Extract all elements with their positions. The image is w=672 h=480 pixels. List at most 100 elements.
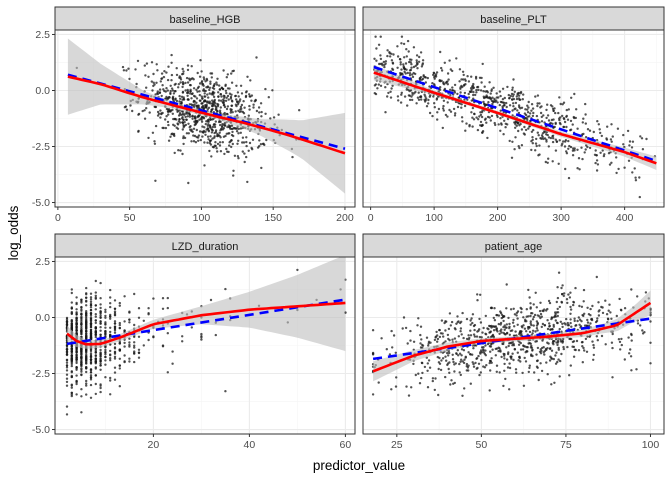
data-point	[80, 355, 83, 359]
data-point	[546, 373, 549, 376]
data-point	[177, 83, 180, 86]
data-point	[444, 340, 447, 343]
data-point	[561, 103, 564, 106]
data-point	[512, 78, 515, 81]
data-point	[514, 330, 517, 333]
data-point	[549, 121, 552, 125]
data-point	[574, 286, 577, 290]
data-point	[113, 342, 117, 346]
data-point	[438, 335, 442, 339]
data-point	[445, 359, 448, 362]
data-point	[476, 128, 480, 132]
data-point	[89, 352, 93, 355]
data-point	[384, 60, 388, 63]
data-point	[423, 93, 426, 96]
data-point	[403, 95, 407, 98]
data-point	[99, 316, 102, 320]
data-point	[375, 59, 378, 62]
data-point	[211, 125, 215, 129]
data-point	[397, 99, 400, 102]
data-point	[200, 70, 203, 73]
data-point	[209, 135, 212, 138]
data-point	[456, 105, 460, 109]
data-point	[506, 331, 509, 335]
data-point	[399, 58, 402, 61]
data-point	[85, 292, 88, 295]
data-point	[583, 349, 586, 352]
data-point	[469, 87, 473, 90]
data-point	[592, 353, 595, 357]
data-point	[535, 365, 539, 368]
data-point	[622, 143, 625, 146]
data-point	[123, 354, 126, 357]
data-point	[404, 62, 408, 65]
data-point	[521, 348, 525, 351]
data-point	[479, 351, 482, 354]
data-point	[183, 113, 186, 117]
data-point	[606, 125, 609, 128]
data-point	[581, 157, 584, 161]
data-point	[520, 106, 524, 110]
data-point	[171, 362, 174, 365]
data-point	[388, 353, 392, 356]
data-point	[219, 120, 222, 124]
data-point	[546, 114, 550, 117]
data-point	[213, 98, 216, 102]
data-point	[224, 134, 227, 138]
data-point	[218, 109, 222, 112]
x-tick-label: 200	[336, 212, 354, 224]
data-point	[417, 98, 421, 102]
data-point	[213, 136, 216, 139]
data-point	[580, 146, 583, 149]
data-point	[527, 100, 530, 104]
data-point	[109, 359, 112, 362]
data-point	[560, 352, 563, 356]
data-point	[80, 301, 83, 304]
data-point	[500, 122, 503, 125]
data-point	[80, 368, 83, 372]
data-point	[636, 322, 640, 325]
panel-border	[362, 256, 665, 435]
data-point	[260, 166, 263, 170]
data-point	[531, 348, 534, 351]
data-point	[237, 157, 240, 160]
data-point	[530, 109, 533, 112]
data-point	[561, 284, 564, 287]
data-point	[532, 315, 535, 319]
data-point	[531, 107, 535, 110]
data-point	[125, 69, 128, 72]
data-point	[118, 385, 122, 388]
data-point	[113, 310, 117, 313]
data-point	[463, 78, 467, 81]
data-point	[371, 393, 375, 396]
data-point	[609, 311, 612, 314]
data-point	[543, 349, 546, 353]
data-point	[554, 319, 557, 322]
data-point	[516, 109, 519, 112]
data-point	[472, 93, 475, 97]
data-point	[371, 329, 375, 332]
data-point	[99, 303, 102, 306]
data-point	[528, 296, 531, 299]
data-point	[545, 309, 548, 312]
data-point	[638, 195, 641, 199]
data-point	[470, 111, 473, 114]
data-point	[561, 292, 564, 296]
data-point	[200, 332, 203, 336]
data-point	[508, 325, 511, 328]
data-point	[579, 325, 583, 328]
data-point	[113, 314, 117, 317]
data-point	[219, 150, 223, 153]
data-point	[491, 335, 494, 338]
data-point	[187, 122, 190, 126]
data-point	[598, 309, 601, 312]
data-point	[222, 99, 226, 103]
data-point	[171, 89, 175, 92]
data-point	[195, 88, 198, 92]
data-point	[70, 362, 74, 366]
data-point	[216, 110, 219, 113]
data-point	[563, 292, 566, 295]
data-point	[569, 308, 573, 311]
data-point	[215, 81, 218, 84]
data-point	[118, 327, 122, 330]
